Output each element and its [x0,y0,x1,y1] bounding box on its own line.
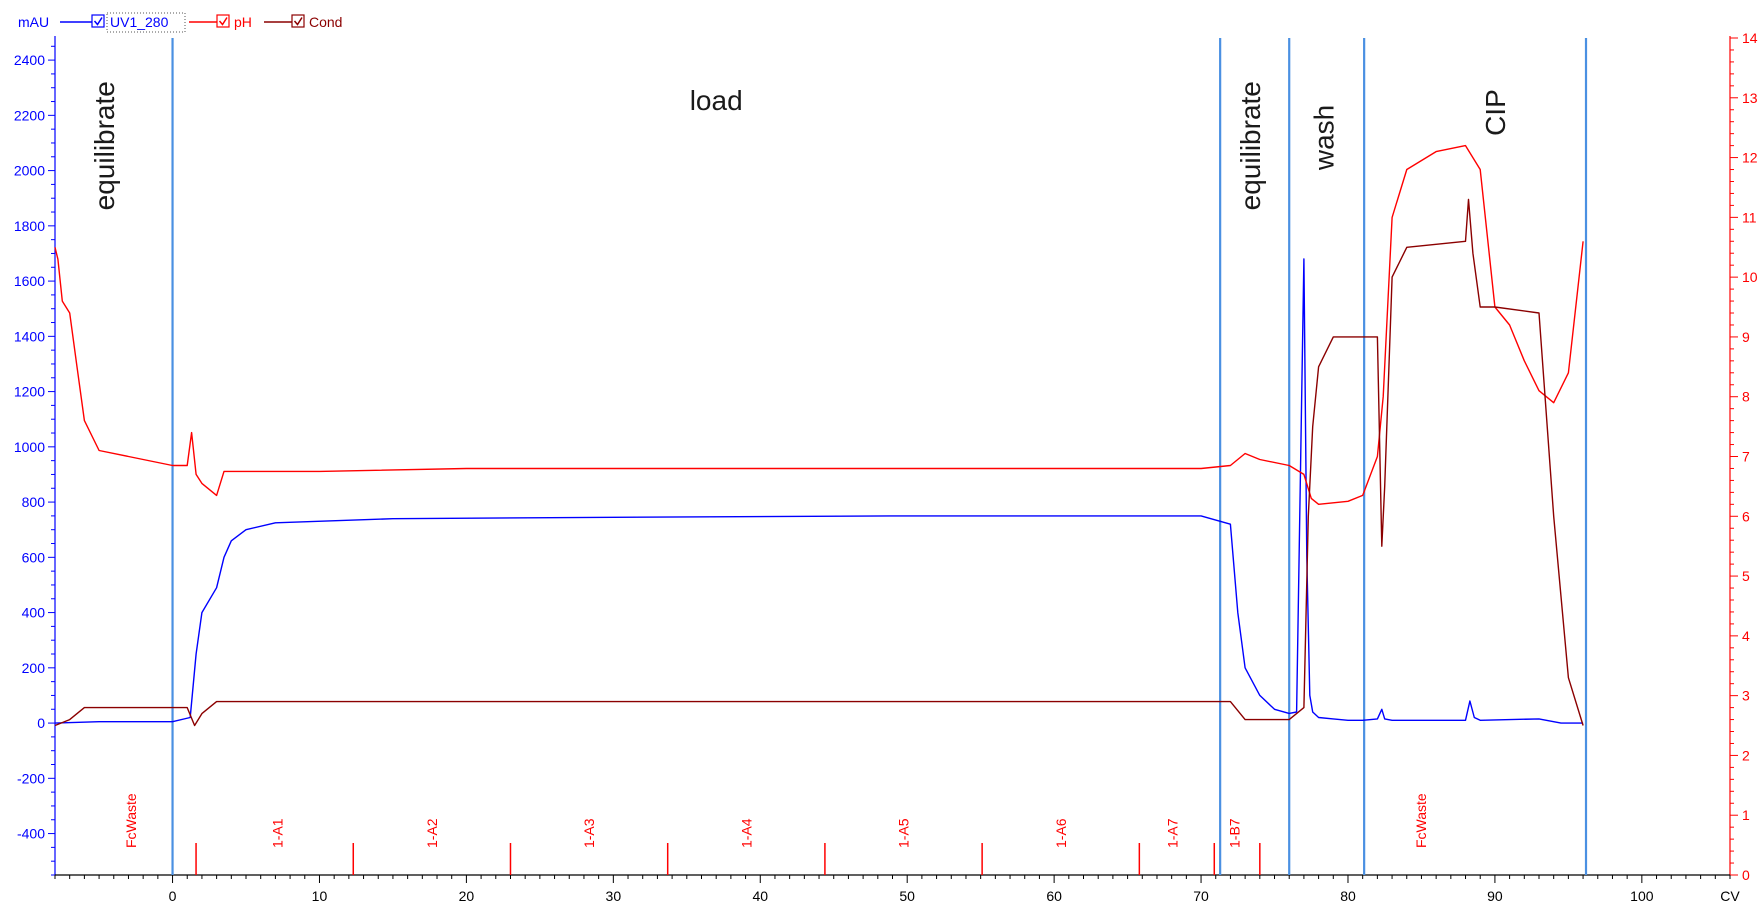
y-right-tick-label: 9 [1742,329,1750,345]
legend-uv-label: UV1_280 [110,14,169,30]
y-left-tick-label: 1400 [14,328,45,344]
legend-ph-checkbox[interactable] [216,14,230,28]
fraction-label: FcWaste [1413,793,1429,848]
fraction-label: 1-A7 [1165,818,1181,848]
y-left-tick-label: 1600 [14,273,45,289]
phase-label: equilibrate [89,81,120,210]
y-left-tick-label: 800 [22,494,46,510]
x-tick-label: 0 [169,888,177,904]
axes: -400-20002004006008001000120014001600180… [14,30,1758,904]
y-left-tick-label: 2000 [14,163,45,179]
fraction-label: 1-A6 [1053,818,1069,848]
y-right-tick-label: 8 [1742,389,1750,405]
phase-dividers [171,38,1588,875]
phase-label: CIP [1480,89,1511,136]
series-line-ph [54,144,1584,505]
series-line-cond [54,198,1584,727]
x-tick-label: 10 [312,888,328,904]
y-left-tick-label: 1800 [14,218,45,234]
y-left-tick-label: 400 [22,605,46,621]
x-tick-label: 80 [1340,888,1356,904]
legend-cond-checkbox[interactable] [291,14,305,28]
y-right-tick-label: 2 [1742,747,1750,763]
y-right-tick-label: 11 [1742,209,1757,225]
x-tick-label: 90 [1487,888,1503,904]
fraction-label: 1-A5 [896,818,912,848]
y-right-tick-label: 14 [1742,30,1758,46]
x-tick-label: 30 [606,888,622,904]
y-right-tick-label: 5 [1742,568,1750,584]
fraction-marks: FcWaste 1-A1 1-A2 1-A3 1-A4 1-A5 1-A6 1-A7 1-B7 F… [123,793,1429,875]
phase-label: load [690,85,743,116]
phase-label: equilibrate [1235,81,1266,210]
y-left-tick-label: 1000 [14,439,45,455]
legend-cond-check-icon [293,17,303,26]
legend-uv-check-icon [93,17,103,26]
series-lines [54,144,1584,727]
legend-cond-label: Cond [309,14,342,30]
phase-labels: equilibrate load equilibrate wash CIP [89,81,1511,210]
fraction-label: FcWaste [123,793,139,848]
y-right-tick-label: 13 [1742,90,1758,106]
y-left-tick-label: 600 [22,549,46,565]
legend-uv-checkbox[interactable] [91,14,105,28]
x-tick-label: 20 [459,888,475,904]
legend-uv-focus-box [106,12,186,33]
y-left-tick-label: 2400 [14,52,45,68]
y-right-tick-label: 0 [1742,867,1750,883]
y-right-tick-label: 3 [1742,688,1750,704]
x-tick-label: 40 [752,888,768,904]
fraction-label: 1-B7 [1226,818,1242,848]
y-right-tick-label: 12 [1742,150,1758,166]
phase-label: wash [1308,105,1339,171]
legend-ph-check-icon [218,17,228,26]
y-right-tick-label: 10 [1742,269,1758,285]
x-tick-label: 70 [1193,888,1209,904]
y-left-tick-label: 2200 [14,107,45,123]
y-left-tick-label: -200 [17,770,45,786]
x-tick-label: 60 [1046,888,1062,904]
y-left-tick-label: -400 [17,826,45,842]
y-right-tick-label: 1 [1742,807,1750,823]
y-right-tick-label: 6 [1742,508,1750,524]
fraction-label: 1-A4 [738,818,754,848]
legend: mAU UV1_280 pH Cond [18,12,342,33]
y-right-tick-label: 7 [1742,449,1750,465]
legend-ph-label: pH [234,14,252,30]
series-line-uv1-280 [54,258,1584,724]
y-left-tick-label: 0 [37,715,45,731]
legend-y-unit: mAU [18,14,49,30]
fraction-label: 1-A2 [424,818,440,848]
fraction-label: 1-A3 [581,818,597,848]
y-left-tick-label: 1200 [14,384,45,400]
y-left-tick-label: 200 [22,660,46,676]
fraction-label: 1-A1 [270,818,286,848]
x-axis-label: CV [1720,888,1740,904]
y-right-tick-label: 4 [1742,628,1750,644]
x-tick-label: 50 [899,888,915,904]
x-tick-label: 100 [1630,888,1654,904]
